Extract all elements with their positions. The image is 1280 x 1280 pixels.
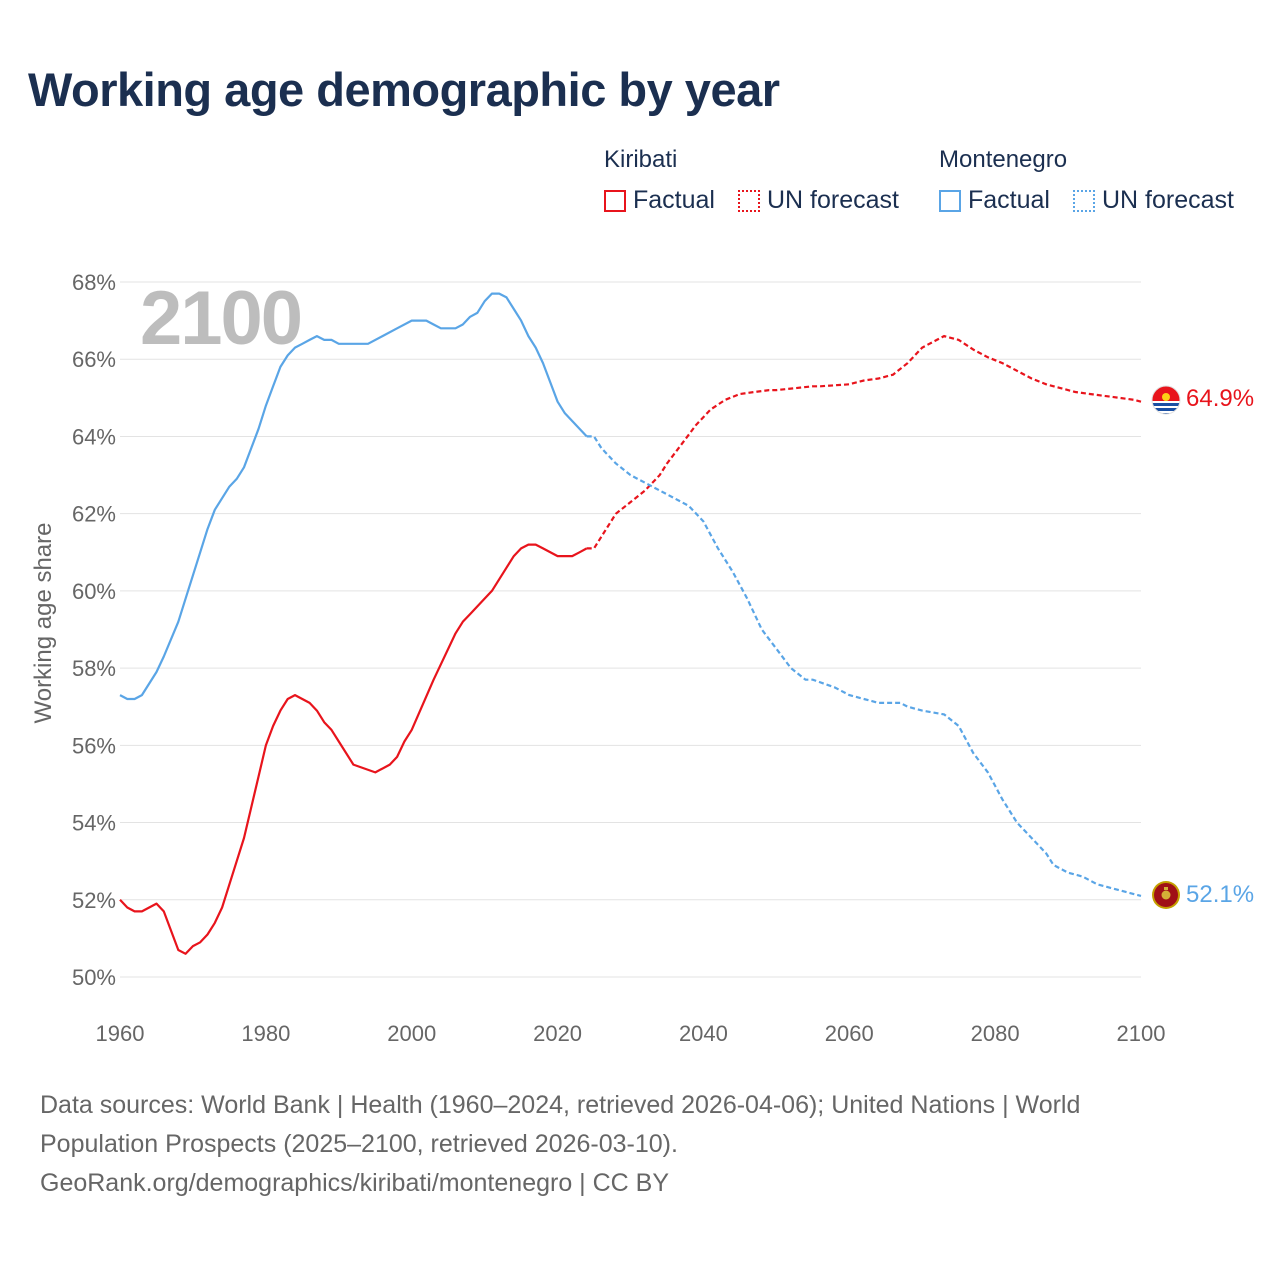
series-line-kiribati-forecast xyxy=(586,334,1142,550)
footer-sources: Data sources: World Bank | Health (1960–… xyxy=(40,1086,1240,1203)
x-tick-label: 2040 xyxy=(679,1021,728,1046)
y-tick-label: 60% xyxy=(72,579,116,604)
series-line-montenegro-forecast xyxy=(586,435,1142,897)
x-tick-label: 1980 xyxy=(241,1021,290,1046)
legend-swatch-kiribati-factual xyxy=(604,189,626,212)
x-tick-label: 2100 xyxy=(1117,1021,1166,1046)
legend-montenegro-forecast[interactable]: UN forecast xyxy=(1073,186,1234,215)
legend-label-montenegro-forecast: UN forecast xyxy=(1102,186,1234,214)
y-tick-label: 52% xyxy=(72,888,116,913)
line-chart: 2100 Working age share 50% 52% 54% 56% 58% 60… xyxy=(30,270,1254,1046)
footer-line-2: Population Prospects (2025–2100, retriev… xyxy=(40,1130,678,1158)
end-label-kiribati: 64.9% xyxy=(1186,385,1254,412)
legend-swatch-montenegro-forecast xyxy=(1073,189,1095,212)
legend-label-kiribati-factual: Factual xyxy=(633,186,715,214)
legend-group-kiribati: Kiribati xyxy=(604,146,678,173)
legend-montenegro-factual[interactable]: Factual xyxy=(939,186,1050,215)
legend-kiribati-factual[interactable]: Factual xyxy=(604,186,715,215)
x-axis-ticks: 1960 1980 2000 2020 2040 2060 2080 2100 xyxy=(96,1021,1166,1046)
y-axis-title: Working age share xyxy=(30,523,57,724)
series-line-kiribati-factual xyxy=(119,543,588,955)
footer-line-3[interactable]: GeoRank.org/demographics/kiribati/monten… xyxy=(40,1169,670,1197)
y-tick-label: 56% xyxy=(72,733,116,758)
y-tick-label: 54% xyxy=(72,811,116,836)
series-line-montenegro-factual xyxy=(119,292,588,701)
legend-label-kiribati-forecast: UN forecast xyxy=(767,186,899,214)
legend-label-montenegro-factual: Factual xyxy=(968,186,1050,214)
legend-swatch-montenegro-factual xyxy=(939,189,961,212)
x-tick-label: 2080 xyxy=(971,1021,1020,1046)
legend-swatch-kiribati-forecast xyxy=(738,189,760,212)
y-tick-label: 68% xyxy=(72,270,116,295)
x-tick-label: 2020 xyxy=(533,1021,582,1046)
year-overlay: 2100 xyxy=(140,276,301,361)
y-tick-label: 50% xyxy=(72,965,116,990)
montenegro-flag-icon xyxy=(1152,881,1180,909)
end-label-montenegro: 52.1% xyxy=(1186,881,1254,908)
grid-lines xyxy=(120,281,1141,978)
legend-kiribati-forecast[interactable]: UN forecast xyxy=(738,186,899,215)
y-axis-ticks: 50% 52% 54% 56% 58% 60% 62% 64% 66% 68% xyxy=(72,270,116,990)
x-tick-label: 1960 xyxy=(96,1021,145,1046)
legend-group-montenegro: Montenegro xyxy=(939,146,1068,173)
x-tick-label: 2000 xyxy=(387,1021,436,1046)
x-tick-label: 2060 xyxy=(825,1021,874,1046)
page-title: Working age demographic by year xyxy=(28,63,780,116)
kiribati-flag-icon xyxy=(1151,385,1181,415)
footer-line-1: Data sources: World Bank | Health (1960–… xyxy=(40,1091,1081,1119)
y-tick-label: 58% xyxy=(72,656,116,681)
y-tick-label: 64% xyxy=(72,424,116,449)
series-lines xyxy=(119,292,1142,955)
y-tick-label: 62% xyxy=(72,502,116,527)
y-tick-label: 66% xyxy=(72,347,116,372)
